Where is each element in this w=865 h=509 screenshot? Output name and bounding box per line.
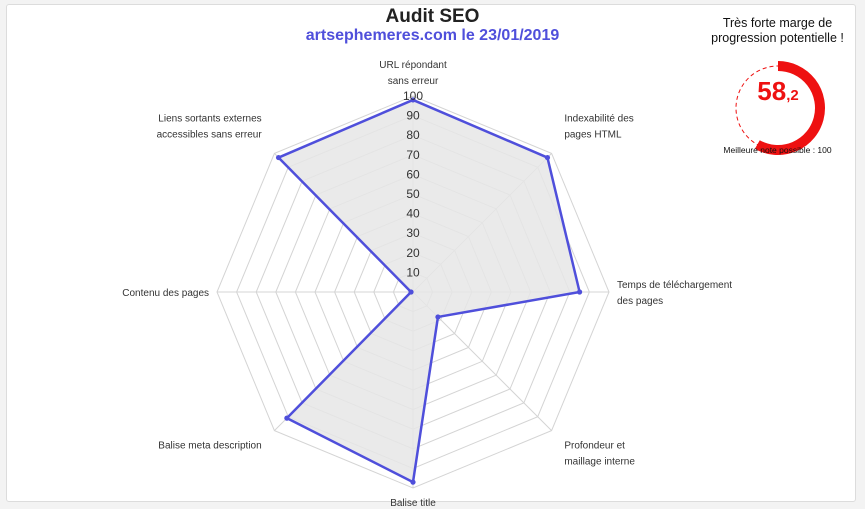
radar-axis-label: Balise meta description — [158, 441, 261, 452]
chart-subtitle: artsephemeres.com le 23/01/2019 — [305, 27, 560, 44]
score-gauge — [735, 61, 825, 155]
radar-point — [435, 314, 441, 320]
radar-axis-label: Profondeur et maillage interne — [564, 441, 635, 468]
radar-axis-label-line: Profondeur et — [564, 441, 625, 452]
radar-axis-label-line: Temps de téléchargement — [617, 280, 732, 291]
radar-point — [284, 415, 290, 421]
radar-axis-label: Contenu des pages — [122, 288, 209, 299]
radar-point — [410, 479, 416, 485]
radar-axis-label: Temps de téléchargement des pages — [617, 280, 732, 307]
radar-axis-label: URL répondant sans erreur — [379, 60, 447, 87]
gauge-fill-arc — [754, 61, 825, 155]
radar-series — [275, 97, 583, 485]
score-footer: Meilleure note possible : 100 — [723, 145, 832, 155]
radar-point — [408, 289, 414, 295]
radar-tick-label: 10 — [406, 265, 420, 279]
radar-series-area — [277, 98, 581, 484]
radar-axis-label: Indexabilité des pages HTML — [564, 113, 634, 140]
radar-tick-label: 50 — [406, 187, 420, 201]
radar-point — [577, 289, 583, 295]
radar-tick-labels: 10 20 30 40 50 60 70 80 90 100 — [403, 89, 423, 279]
radar-ring — [216, 95, 610, 489]
radar-axis-label-line: sans erreur — [388, 76, 439, 87]
radar-axis-label: Liens sortants externes accessibles sans … — [157, 113, 263, 140]
radar-tick-label: 20 — [406, 246, 420, 260]
radar-axis-label-line: Balise meta description — [158, 441, 261, 452]
radar-tick-label: 90 — [406, 109, 420, 123]
radar-axis-label-line: Indexabilité des — [564, 113, 634, 124]
radar-axis-label-line: URL répondant — [379, 60, 447, 71]
radar-axis-label-line: pages HTML — [564, 129, 622, 140]
radar-point — [544, 154, 551, 161]
score-decimal-part: ,2 — [786, 87, 799, 104]
radar-axis-label-line: des pages — [617, 296, 663, 307]
radar-axis-label-line: Balise title — [390, 498, 436, 509]
radar-axis-label-line: Contenu des pages — [122, 288, 209, 299]
radar-axis-label-line: Liens sortants externes — [158, 113, 261, 124]
score-headline: Très forte marge de progression potentie… — [711, 16, 844, 45]
radar-tick-label: 60 — [406, 167, 420, 181]
radar-tick-label: 100 — [403, 89, 423, 103]
radar-tick-label: 70 — [406, 148, 420, 162]
radar-point — [275, 154, 282, 161]
radar-axis-label-line: maillage interne — [564, 457, 635, 468]
radar-tick-label: 80 — [406, 128, 420, 142]
radar-axis-label: Balise title — [390, 498, 436, 509]
chart-title: Audit SEO — [385, 6, 480, 27]
radar-tick-label: 30 — [406, 226, 420, 240]
radar-tick-label: 40 — [406, 207, 420, 221]
score-value: 58,2 — [728, 76, 828, 107]
score-integer-part: 58 — [757, 76, 787, 106]
radar-point — [410, 97, 416, 103]
radar-axis-labels: URL répondant sans erreur Indexabilité des… — [122, 60, 732, 509]
radar-axis-label-line: accessibles sans erreur — [157, 129, 263, 140]
